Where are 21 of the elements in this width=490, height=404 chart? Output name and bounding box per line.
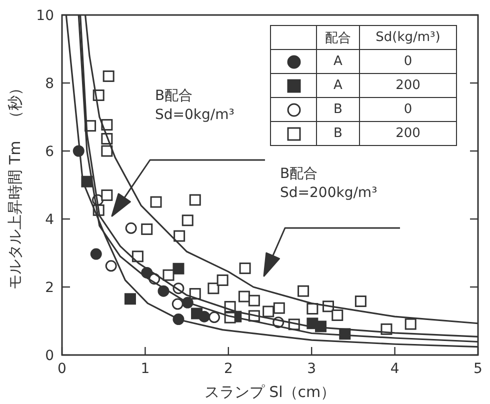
x-tick-label: 4 — [390, 361, 400, 377]
y-tick-label: 2 — [45, 280, 54, 296]
text: B 0 — [334, 102, 412, 117]
text: A 200 — [334, 78, 420, 93]
x-axis-title: スランプ Sl（cm） — [204, 383, 336, 401]
x-tick-label: 3 — [307, 361, 316, 377]
y-tick-label: 10 — [36, 8, 54, 24]
y-tick-label: 4 — [45, 212, 54, 228]
annotation: B配合 Sd=200kg/m³ — [280, 166, 378, 201]
text: B 200 — [334, 126, 420, 141]
y-axis-title: モルタル上昇時間 Tm （秒） — [6, 80, 24, 290]
text: A 0 — [334, 54, 412, 69]
y-tick-label: 6 — [45, 144, 54, 160]
x-tick-label: 1 — [140, 361, 150, 377]
annotation: B配合 Sd=0kg/m³ — [155, 88, 234, 123]
x-tick-label: 5 — [474, 361, 482, 377]
x-tick-label: 2 — [224, 361, 233, 377]
y-tick-label: 0 — [45, 348, 54, 364]
y-tick-label: 8 — [45, 76, 54, 92]
text: 配合 Sd(kg/m³) — [325, 30, 440, 46]
x-tick-label: 0 — [58, 361, 66, 377]
